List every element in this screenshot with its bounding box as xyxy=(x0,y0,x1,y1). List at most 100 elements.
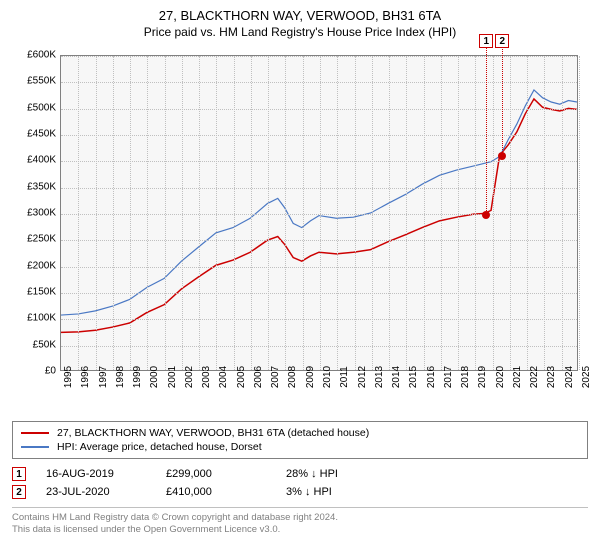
gridline-v xyxy=(372,56,373,370)
x-axis-label: 2020 xyxy=(495,366,506,388)
legend-label: HPI: Average price, detached house, Dors… xyxy=(57,441,262,453)
gridline-v xyxy=(113,56,114,370)
legend-label: 27, BLACKTHORN WAY, VERWOOD, BH31 6TA (d… xyxy=(57,427,369,439)
callout-date: 16-AUG-2019 xyxy=(46,468,146,480)
x-axis-label: 2009 xyxy=(305,366,316,388)
y-axis-label: £400K xyxy=(27,155,56,166)
x-axis-label: 2013 xyxy=(374,366,385,388)
gridline-v xyxy=(406,56,407,370)
legend-swatch xyxy=(21,432,49,434)
annotation-marker xyxy=(482,211,490,219)
y-axis-label: £450K xyxy=(27,129,56,140)
callout-date: 23-JUL-2020 xyxy=(46,486,146,498)
x-axis-label: 2003 xyxy=(201,366,212,388)
callout-price: £410,000 xyxy=(166,486,266,498)
x-axis-label: 2004 xyxy=(218,366,229,388)
callout-table: 116-AUG-2019£299,00028% ↓ HPI223-JUL-202… xyxy=(12,465,588,501)
gridline-v xyxy=(441,56,442,370)
annotation-flag: 2 xyxy=(495,34,509,48)
gridline-v xyxy=(199,56,200,370)
gridline-h xyxy=(61,267,577,268)
gridline-v xyxy=(527,56,528,370)
callout-row: 116-AUG-2019£299,00028% ↓ HPI xyxy=(12,465,588,483)
gridline-v xyxy=(251,56,252,370)
gridline-v xyxy=(320,56,321,370)
gridline-v xyxy=(182,56,183,370)
callout-delta: 28% ↓ HPI xyxy=(286,468,386,480)
gridline-v xyxy=(562,56,563,370)
gridline-v xyxy=(285,56,286,370)
x-axis-label: 2018 xyxy=(460,366,471,388)
x-axis-label: 2006 xyxy=(253,366,264,388)
x-axis-label: 2025 xyxy=(581,366,592,388)
x-axis-label: 2002 xyxy=(184,366,195,388)
gridline-v xyxy=(234,56,235,370)
gridline-h xyxy=(61,109,577,110)
x-axis-label: 2015 xyxy=(408,366,419,388)
annotation-marker xyxy=(498,152,506,160)
x-axis-label: 1997 xyxy=(98,366,109,388)
y-axis-label: £300K xyxy=(27,208,56,219)
chart-area: 12 £0£50K£100K£150K£200K£250K£300K£350K£… xyxy=(12,47,588,417)
gridline-v xyxy=(510,56,511,370)
x-axis-label: 1996 xyxy=(80,366,91,388)
x-axis-label: 2005 xyxy=(236,366,247,388)
gridline-h xyxy=(61,82,577,83)
gridline-v xyxy=(458,56,459,370)
gridline-v xyxy=(475,56,476,370)
gridline-v xyxy=(544,56,545,370)
legend-row: 27, BLACKTHORN WAY, VERWOOD, BH31 6TA (d… xyxy=(21,426,579,440)
x-axis-label: 2014 xyxy=(391,366,402,388)
gridline-v xyxy=(130,56,131,370)
x-axis-label: 2022 xyxy=(529,366,540,388)
legend-swatch xyxy=(21,446,49,448)
x-axis-label: 2012 xyxy=(357,366,368,388)
gridline-v xyxy=(268,56,269,370)
footer-line-2: This data is licensed under the Open Gov… xyxy=(12,524,588,536)
gridline-h xyxy=(61,293,577,294)
y-axis-label: £500K xyxy=(27,102,56,113)
x-axis-label: 2024 xyxy=(564,366,575,388)
callout-row: 223-JUL-2020£410,0003% ↓ HPI xyxy=(12,483,588,501)
y-axis-label: £50K xyxy=(33,339,56,350)
gridline-h xyxy=(61,319,577,320)
gridline-v xyxy=(96,56,97,370)
y-axis-label: £350K xyxy=(27,181,56,192)
annotation-flag: 1 xyxy=(479,34,493,48)
y-axis-label: £600K xyxy=(27,50,56,61)
x-axis-label: 2023 xyxy=(546,366,557,388)
line-canvas xyxy=(61,56,577,370)
gridline-h xyxy=(61,56,577,57)
x-axis-label: 2010 xyxy=(322,366,333,388)
gridline-v xyxy=(424,56,425,370)
gridline-v xyxy=(78,56,79,370)
callout-price: £299,000 xyxy=(166,468,266,480)
x-axis-label: 2019 xyxy=(477,366,488,388)
y-axis-label: £150K xyxy=(27,287,56,298)
callout-number-box: 2 xyxy=(12,485,26,499)
x-axis-label: 2011 xyxy=(339,366,350,388)
gridline-v xyxy=(165,56,166,370)
gridline-v xyxy=(216,56,217,370)
y-axis-label: £550K xyxy=(27,76,56,87)
gridline-v xyxy=(337,56,338,370)
chart-container: 27, BLACKTHORN WAY, VERWOOD, BH31 6TA Pr… xyxy=(0,0,600,560)
x-axis-label: 2000 xyxy=(149,366,160,388)
gridline-v xyxy=(303,56,304,370)
gridline-v xyxy=(579,56,580,370)
gridline-h xyxy=(61,161,577,162)
x-axis-label: 2001 xyxy=(167,366,178,388)
legend-box: 27, BLACKTHORN WAY, VERWOOD, BH31 6TA (d… xyxy=(12,421,588,459)
chart-title: 27, BLACKTHORN WAY, VERWOOD, BH31 6TA xyxy=(12,8,588,23)
gridline-h xyxy=(61,135,577,136)
gridline-h xyxy=(61,214,577,215)
series-line xyxy=(61,90,577,315)
y-axis-label: £100K xyxy=(27,313,56,324)
gridline-v xyxy=(389,56,390,370)
y-axis-label: £0 xyxy=(45,366,56,377)
gridline-v xyxy=(493,56,494,370)
gridline-h xyxy=(61,188,577,189)
annotation-connector xyxy=(502,36,503,156)
x-axis-label: 2017 xyxy=(443,366,454,388)
x-axis-label: 2016 xyxy=(426,366,437,388)
